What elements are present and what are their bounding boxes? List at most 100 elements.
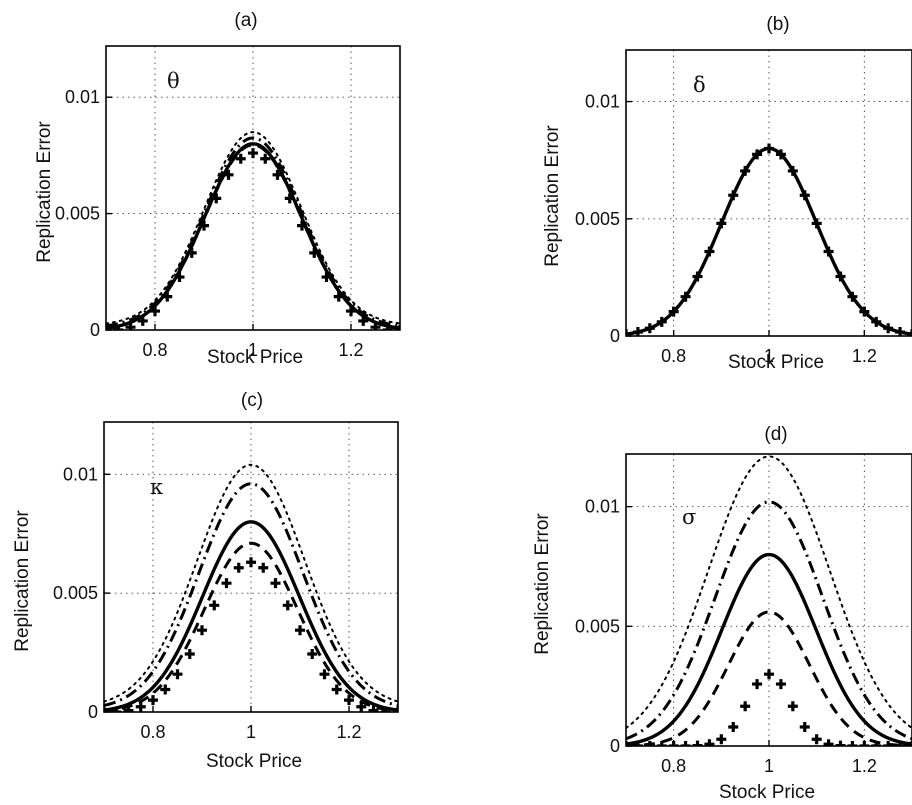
data-point-plus [284, 193, 295, 204]
data-point-plus [199, 220, 209, 231]
series-line-dotted [104, 463, 398, 703]
data-point-plus [221, 578, 232, 589]
plot-frame [105, 45, 401, 331]
panel-title: (a) [234, 10, 257, 31]
data-point-plus [811, 218, 822, 229]
x-tick-label: 1.2 [852, 346, 877, 366]
data-point-plus [209, 600, 220, 611]
data-point-plus [626, 329, 631, 336]
y-tick-label: 0.01 [65, 87, 100, 107]
data-point-plus [859, 306, 870, 317]
x-tick-label: 1.2 [852, 756, 877, 776]
y-tick-label: 0.005 [55, 204, 100, 224]
data-point-plus [148, 695, 158, 706]
series-line-solid [104, 520, 398, 712]
data-point-plus [295, 625, 305, 636]
series-line-dashdot [106, 136, 400, 328]
data-point-plus [333, 291, 344, 302]
data-point-plus [823, 246, 834, 257]
data-point-plus [319, 669, 330, 680]
data-point-plus [184, 649, 195, 660]
data-point-plus [172, 669, 183, 680]
data-point-plus [111, 707, 122, 712]
data-point-plus [162, 291, 173, 302]
data-point-plus [704, 739, 715, 746]
y-tick-label: 0 [610, 736, 620, 756]
data-point-plus [728, 190, 739, 201]
data-point-plus [764, 669, 774, 680]
data-point-plus [235, 153, 246, 164]
x-tick-label: 1.2 [338, 340, 363, 360]
data-point-plus [656, 741, 667, 746]
data-point-plus [270, 578, 281, 589]
data-point-plus [764, 143, 774, 154]
data-point-plus [632, 741, 643, 746]
data-point-plus [895, 741, 906, 746]
x-tick-label: 1 [764, 346, 774, 366]
y-axis-label: Replication Error [12, 510, 33, 652]
series-line-solid [626, 552, 912, 746]
data-point-plus [787, 165, 798, 176]
data-point-plus [150, 306, 160, 317]
data-point-plus [692, 271, 703, 282]
data-point-plus [197, 625, 207, 636]
data-point-plus [174, 272, 185, 283]
data-point-plus [871, 741, 882, 746]
y-tick-label: 0 [90, 320, 100, 340]
parameter-label: δ [693, 73, 706, 97]
x-axis-label: Stock Price [719, 782, 815, 803]
parameter-label: σ [682, 505, 696, 529]
data-point-plus [246, 557, 256, 568]
data-point-plus [835, 271, 846, 282]
y-tick-label: 0.01 [63, 464, 98, 484]
x-tick-label: 0.8 [142, 340, 167, 360]
y-tick-label: 0 [610, 326, 620, 346]
series-line-dashdot [104, 482, 398, 707]
panel-b: (b) δ Stock Price Replication Error 0.8 1… [542, 14, 912, 373]
series-line-solid [626, 146, 912, 336]
data-point-plus [135, 701, 146, 712]
y-tick-label: 0.005 [575, 209, 620, 229]
data-point-plus [775, 679, 786, 690]
series-line-dashdot [626, 500, 912, 741]
data-point-plus [644, 323, 655, 334]
data-point-plus [668, 306, 679, 317]
x-tick-label: 0.8 [661, 756, 686, 776]
data-point-plus [883, 323, 894, 334]
data-point-plus [752, 149, 763, 160]
x-tick-label: 0.8 [140, 722, 165, 742]
data-point-plus [907, 329, 912, 336]
data-point-plus [123, 705, 134, 712]
panel-c: (c) κ Stock Price Replication Error 0.8 1… [12, 390, 399, 772]
data-point-plus [656, 316, 667, 327]
data-point-plus [258, 562, 269, 573]
y-axis-label: Replication Error [542, 125, 563, 267]
data-point-plus [137, 315, 148, 326]
parameter-label: θ [167, 69, 180, 93]
x-axis-label: Stock Price [207, 347, 303, 368]
series-line-dotted [106, 131, 400, 325]
data-point-plus [811, 734, 822, 745]
x-axis-label: Stock Price [728, 352, 824, 373]
data-point-plus [716, 734, 727, 745]
data-point-plus [272, 169, 283, 180]
data-point-plus [321, 272, 332, 283]
data-point-plus [775, 149, 786, 160]
x-tick-label: 1 [246, 722, 256, 742]
data-point-plus [358, 315, 369, 326]
data-point-plus [346, 306, 356, 317]
data-point-plus [787, 701, 798, 712]
data-point-plus [233, 562, 244, 573]
x-tick-label: 1.2 [336, 722, 361, 742]
data-point-plus [799, 190, 810, 201]
data-point-plus [331, 684, 342, 695]
data-point-plus [297, 220, 307, 231]
data-point-plus [113, 325, 124, 330]
panel-title: (b) [766, 14, 789, 35]
data-point-plus [356, 701, 367, 712]
data-point-plus [223, 169, 234, 180]
panel-title: (c) [241, 390, 263, 411]
data-point-plus [344, 695, 354, 706]
data-point-plus [380, 707, 391, 712]
